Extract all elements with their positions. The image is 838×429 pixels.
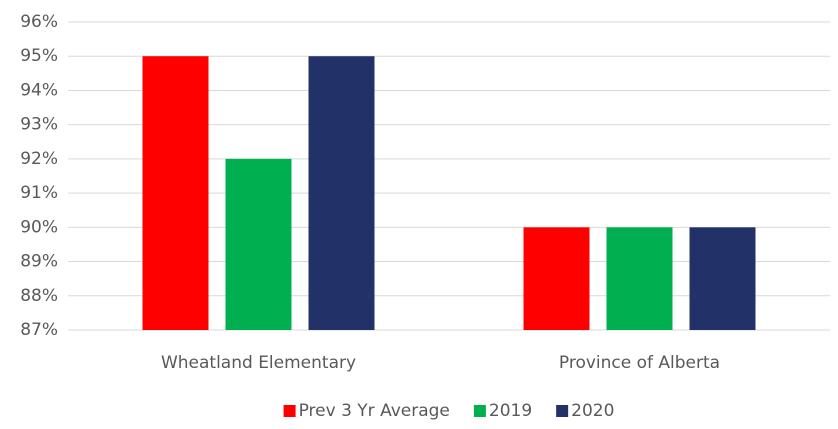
y-tick-label: 96% [20, 12, 58, 32]
bar [606, 227, 673, 330]
bar [523, 227, 590, 330]
y-tick-label: 87% [20, 320, 58, 340]
legend-swatch [283, 405, 296, 417]
y-tick-label: 94% [20, 80, 58, 100]
x-tick-label: Wheatland Elementary [161, 353, 356, 373]
bar [308, 56, 375, 330]
legend-label: 2020 [571, 401, 614, 421]
bar [225, 158, 292, 330]
bar [142, 56, 209, 330]
x-tick-label: Province of Alberta [559, 353, 720, 373]
y-tick-label: 88% [20, 286, 58, 306]
y-tick-label: 95% [20, 46, 58, 66]
y-tick-label: 89% [20, 252, 58, 272]
legend-swatch [473, 405, 486, 417]
y-tick-label: 92% [20, 149, 58, 169]
bar [689, 227, 756, 330]
legend-swatch [556, 405, 569, 417]
y-tick-label: 90% [20, 217, 58, 237]
legend-label: Prev 3 Yr Average [299, 401, 450, 421]
y-tick-label: 91% [20, 183, 58, 203]
legend-label: 2019 [489, 401, 532, 421]
y-tick-label: 93% [20, 115, 58, 135]
